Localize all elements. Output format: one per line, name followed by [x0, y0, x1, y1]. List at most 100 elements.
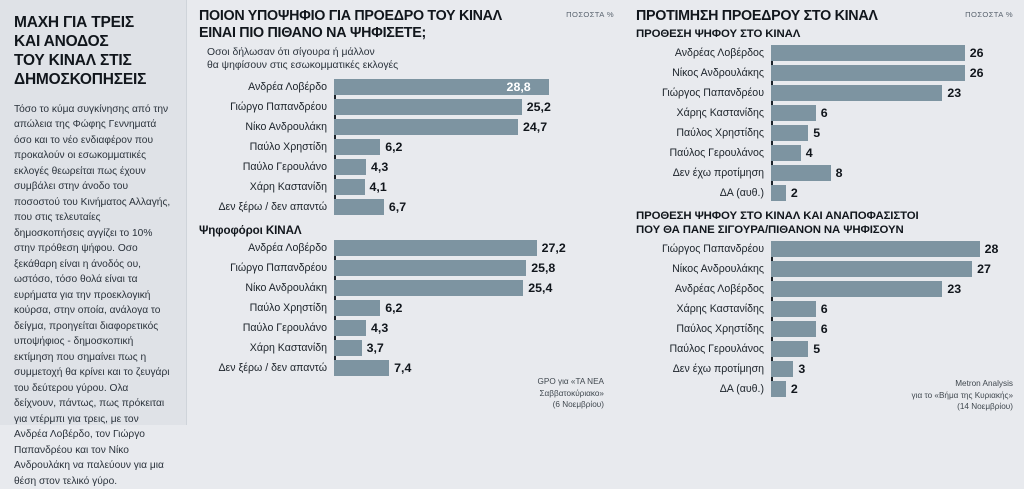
- chart-bar: [771, 241, 980, 258]
- chart-gpo-all: Ανδρέα Λοβέρδο 28,8 Γιώργο Παπανδρέου 25,2 Ν…: [199, 79, 614, 216]
- chart-bar: [334, 360, 390, 377]
- chart-row: Γιώργο Παπανδρέου 25,8: [199, 260, 614, 277]
- chart-row: ΔΑ (αυθ.) 2: [636, 185, 1013, 202]
- chart-row-label: Παύλο Γερουλάνο: [242, 161, 327, 174]
- chart-bar: [334, 300, 381, 317]
- chart-bar-wrapper: 4: [771, 145, 1013, 162]
- chart-row: Χάρης Καστανίδης 6: [636, 105, 1013, 122]
- chart-bar-wrapper: 23: [771, 85, 1013, 102]
- article-body-text: Τόσο το κύμα συγκίνησης από την απώλεια …: [14, 103, 171, 487]
- chart-row: Ανδρέα Λοβέρδο 27,2: [199, 240, 614, 257]
- chart-bar: [771, 341, 809, 358]
- chart-bar-wrapper: 6,2: [334, 300, 614, 317]
- chart-bar-wrapper: 27,2: [334, 240, 614, 257]
- chart-bar-value: 26: [969, 66, 984, 81]
- chart-bar-value: 23: [947, 282, 962, 297]
- chart-row: Δεν ξέρω / δεν απαντώ 6,7: [199, 199, 614, 216]
- chart-row: Γιώργος Παπανδρέου 28: [636, 241, 1013, 258]
- middle-section-label-kinal-voters: Ψηφοφόροι ΚΙΝΑΛ: [199, 224, 302, 238]
- chart-bar-value: 5: [813, 342, 821, 357]
- chart-row-label: Παύλος Χρηστίδης: [676, 127, 764, 140]
- chart-bar-value: 8: [835, 166, 843, 181]
- chart-bar-value: 3,7: [366, 341, 384, 356]
- chart-row-label: Δεν έχω προτίμηση: [672, 363, 764, 376]
- chart-row: Παύλο Χρηστίδη 6,2: [199, 139, 614, 156]
- chart-row-label: Παύλο Γερουλάνο: [242, 322, 327, 335]
- chart-row: Παύλος Γερουλάνος 4: [636, 145, 1013, 162]
- chart-bar: [771, 261, 973, 278]
- middle-column-header: ΠΟΙΟΝ ΥΠΟΨΗΦΙΟ ΓΙΑ ΠΡΟΕΔΡΟ ΤΟΥ ΚΙΝΑΛ ΕΙΝ…: [199, 8, 614, 42]
- chart-bar-wrapper: 6: [771, 105, 1013, 122]
- chart-bar-wrapper: 6: [771, 301, 1013, 318]
- chart-bar-value: 6,7: [388, 200, 407, 215]
- chart-row: Δεν έχω προτίμηση 8: [636, 165, 1013, 182]
- chart-bar: [771, 281, 943, 298]
- chart-bar: [771, 45, 965, 62]
- chart-row: Χάρη Καστανίδη 4,1: [199, 179, 614, 196]
- chart-bar-wrapper: 8: [771, 165, 1013, 182]
- chart-bar-wrapper: 24,7: [334, 119, 614, 136]
- chart-bar-wrapper: 4,3: [334, 320, 614, 337]
- chart-metron-vote-intention: Ανδρέας Λοβέρδος 26 Νίκος Ανδρουλάκης 26 Γιώ…: [636, 45, 1013, 202]
- chart-row-label: Παύλος Χρηστίδης: [676, 323, 764, 336]
- chart-row: Ανδρέα Λοβέρδο 28,8: [199, 79, 614, 96]
- chart-bar-value: 3: [798, 362, 806, 377]
- chart-bar: [334, 340, 362, 357]
- chart-row-label: Δεν έχω προτίμηση: [672, 167, 764, 180]
- chart-row-label: Δεν ξέρω / δεν απαντώ: [218, 362, 327, 375]
- chart-row: Νίκος Ανδρουλάκης 27: [636, 261, 1013, 278]
- chart-bar: [334, 159, 367, 176]
- chart-row-label: Παύλος Γερουλάνος: [669, 343, 764, 356]
- right-column-title: ΠΡΟΤΙΜΗΣΗ ΠΡΟΕΔΡΟΥ ΣΤΟ ΚΙΝΑΛ: [636, 8, 878, 24]
- chart-bar-value: 7,4: [394, 361, 412, 376]
- chart-bar: [334, 119, 518, 136]
- chart-row-label: Νίκο Ανδρουλάκη: [245, 282, 327, 295]
- middle-column-caption: Οσοι δήλωσαν ότι σίγουρα ή μάλλον θα ψηφ…: [207, 46, 399, 72]
- article-sidebar: ΜΑΧΗ ΓΙΑ ΤΡΕΙΣ ΚΑΙ ΑΝΟΔΟΣ ΤΟΥ ΚΙΝΑΛ ΣΤΙΣ…: [0, 0, 186, 487]
- chart-bar-value: 4,3: [371, 321, 389, 336]
- chart-bar: [771, 145, 801, 162]
- chart-bar-value: 6: [820, 302, 828, 317]
- chart-axis-line: [771, 241, 773, 398]
- chart-bar: [771, 65, 965, 82]
- chart-bar-value: 2: [790, 186, 798, 201]
- chart-bar-value: 28,8: [506, 80, 531, 95]
- chart-bar: [771, 321, 816, 338]
- chart-bar-wrapper: 6,2: [334, 139, 614, 156]
- chart-row-label: Παύλος Γερουλάνος: [669, 147, 764, 160]
- chart-bar-wrapper: 5: [771, 341, 1013, 358]
- chart-bar-value: 6,2: [385, 301, 403, 316]
- chart-row: Νίκος Ανδρουλάκης 26: [636, 65, 1013, 82]
- chart-bar-value: 25,8: [531, 261, 556, 276]
- percent-unit-label-right: ΠΟΣΟΣΤΑ %: [965, 10, 1013, 19]
- chart-row: Γιώργο Παπανδρέου 25,2: [199, 99, 614, 116]
- chart-row-label: Δεν ξέρω / δεν απαντώ: [218, 201, 327, 214]
- chart-bar-value: 25,4: [528, 281, 553, 296]
- chart-bar: [771, 105, 816, 122]
- chart-row-label: Γιώργος Παπανδρέου: [662, 243, 764, 256]
- chart-bar-value: 4,1: [369, 180, 387, 195]
- right-column: ΠΡΟΤΙΜΗΣΗ ΠΡΟΕΔΡΟΥ ΣΤΟ ΚΙΝΑΛ ΠΟΣΟΣΤΑ % Π…: [626, 0, 1023, 425]
- chart-row-label: Νίκος Ανδρουλάκης: [672, 263, 764, 276]
- chart-bar-value: 4: [805, 146, 813, 161]
- chart-row-label: Νίκος Ανδρουλάκης: [672, 67, 764, 80]
- chart-bar-value: 6,2: [385, 140, 403, 155]
- chart-bar-value: 4,3: [371, 160, 389, 175]
- chart-row: Δεν ξέρω / δεν απαντώ 7,4: [199, 360, 614, 377]
- chart-bar-value: 24,7: [523, 120, 548, 135]
- chart-bar: [771, 361, 794, 378]
- chart-row-label: Παύλο Χρηστίδη: [249, 302, 327, 315]
- chart-bar: [771, 381, 786, 398]
- chart-bar-wrapper: 28,8: [334, 79, 614, 96]
- chart-bar-value: 27,2: [541, 241, 566, 256]
- chart-row-label: ΔΑ (αυθ.): [719, 383, 764, 396]
- chart-row: Παύλο Γερουλάνο 4,3: [199, 320, 614, 337]
- chart-row-label: Ανδρέα Λοβέρδο: [248, 81, 327, 94]
- chart-bar-value: 25,2: [526, 100, 551, 115]
- chart-bar-value: 2: [790, 382, 798, 397]
- chart-bar-wrapper: 27: [771, 261, 1013, 278]
- chart-bar-wrapper: 28: [771, 241, 1013, 258]
- chart-bar-value: 23: [947, 86, 962, 101]
- chart-metron-vote-plus-undecided: Γιώργος Παπανδρέου 28 Νίκος Ανδρουλάκης 27 Α…: [636, 241, 1013, 398]
